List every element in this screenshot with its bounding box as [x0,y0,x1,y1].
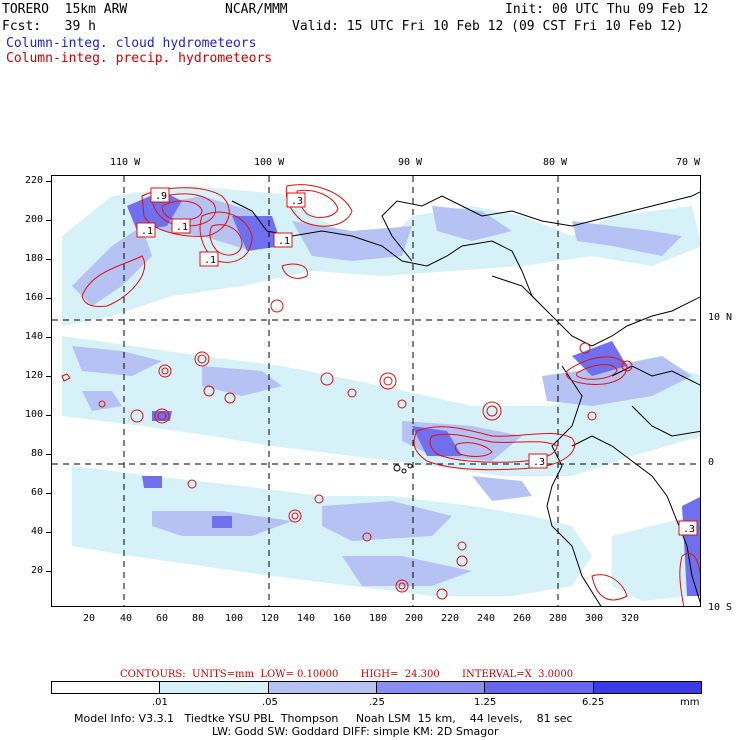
contour-info: CONTOURS: UNITS=mm LOW= 0.10000 HIGH= 24… [120,669,574,680]
cloud-shading-medium [72,196,692,586]
contour-label-text: .1 [204,255,216,266]
model-info-line2: LW: Godd SW: Goddard DIFF: simple KM: 2D… [212,725,499,738]
colorbar [51,681,702,694]
y-tick-160: 160 [25,292,44,303]
x-tick-20: 20 [83,613,96,624]
x-tick-280: 280 [549,613,568,624]
colorbar-bin [160,682,269,693]
lon-label-110w: 110 W [110,157,141,168]
x-tick-220: 220 [441,613,460,624]
lon-label-100w: 100 W [254,157,285,168]
x-tick-320: 320 [621,613,640,624]
x-tick-40: 40 [120,613,133,624]
colorbar-label: 1.25 [474,697,497,708]
colorbar-label: .25 [369,697,385,708]
x-tick-60: 60 [156,613,169,624]
lon-label-80w: 80 W [543,157,568,168]
contour-label-box [678,520,698,536]
y-tick-mark [46,298,51,299]
contour-label-box [150,187,170,203]
precip-field-label: Column-integ. precip. hydrometeors [6,51,273,66]
contour-label-text: .1 [141,226,153,237]
y-tick-mark [46,454,51,455]
y-tick-120: 120 [25,370,44,381]
y-tick-mark [46,376,51,377]
lat-label-10s: 10 S [708,602,733,613]
y-tick-80: 80 [31,448,44,459]
x-tick-260: 260 [513,613,532,624]
y-tick-mark [46,220,51,221]
y-tick-mark [46,532,51,533]
y-tick-180: 180 [25,253,44,264]
x-tick-160: 160 [333,613,352,624]
map-canvas: .9 .3 .1 .1 .1 .1 .3 .3 [52,176,700,606]
lat-label-10n: 10 N [708,312,733,323]
init-time: Init: 00 UTC Thu 09 Feb 12 [505,2,709,17]
colorbar-label: .01 [152,697,168,708]
x-tick-120: 120 [261,613,280,624]
precip-contours [61,184,700,606]
lon-label-70w: 70 W [676,157,701,168]
lat-label-0: 0 [708,457,715,468]
colorbar-bin [485,682,594,693]
contour-label-box [286,192,306,208]
x-tick-80: 80 [192,613,205,624]
contour-label-text: .1 [278,236,290,247]
organization-label: NCAR/MMM [225,2,288,17]
y-tick-60: 60 [31,487,44,498]
y-tick-mark [46,181,51,182]
cloud-shading-dark [127,191,700,596]
y-tick-mark [46,415,51,416]
y-tick-140: 140 [25,331,44,342]
contour-label-box [171,218,191,234]
model-title: TORERO 15km ARW [2,2,128,17]
contour-label-box [273,232,293,248]
x-tick-140: 140 [297,613,316,624]
lon-label-90w: 90 W [398,157,423,168]
x-tick-180: 180 [369,613,388,624]
y-tick-100: 100 [25,409,44,420]
graticule [52,176,700,606]
colorbar-bin [376,682,486,693]
x-tick-100: 100 [225,613,244,624]
y-tick-mark [46,493,51,494]
contour-label-text: .3 [683,524,695,535]
contour-label-box [199,251,219,267]
contour-label-text: .1 [176,222,188,233]
contour-label-text: .3 [533,457,545,468]
forecast-map-panel: .9 .3 .1 .1 .1 .1 .3 .3 [51,175,701,607]
y-tick-220: 220 [25,175,44,186]
contour-label-text: .3 [291,196,303,207]
coastlines [231,191,700,606]
colorbar-unit: mm [680,697,700,708]
contour-label-box [136,222,156,238]
y-tick-40: 40 [31,526,44,537]
colorbar-bin [268,682,377,693]
y-tick-20: 20 [31,565,44,576]
cloud-field-label: Column-integ. cloud hydrometeors [6,36,257,51]
colorbar-bin [593,682,701,693]
y-tick-mark [46,571,51,572]
model-info-line1: Model Info: V3.3.1 Tiedtke YSU PBL Thomp… [74,712,573,725]
valid-time: Valid: 15 UTC Fri 10 Feb 12 (09 CST Fri … [292,19,684,34]
colorbar-label: .05 [262,697,278,708]
forecast-hour: Fcst: 39 h [2,19,96,34]
colorbar-label: 6.25 [582,697,605,708]
y-tick-200: 200 [25,214,44,225]
y-tick-mark [46,337,51,338]
x-tick-240: 240 [477,613,496,624]
contour-label-text: .9 [155,191,167,202]
x-tick-200: 200 [405,613,424,624]
x-tick-300: 300 [585,613,604,624]
contour-labels: .9 .3 .1 .1 .1 .1 .3 .3 [136,187,698,536]
y-tick-mark [46,259,51,260]
colorbar-bin [52,682,161,693]
contour-label-box [528,453,548,469]
